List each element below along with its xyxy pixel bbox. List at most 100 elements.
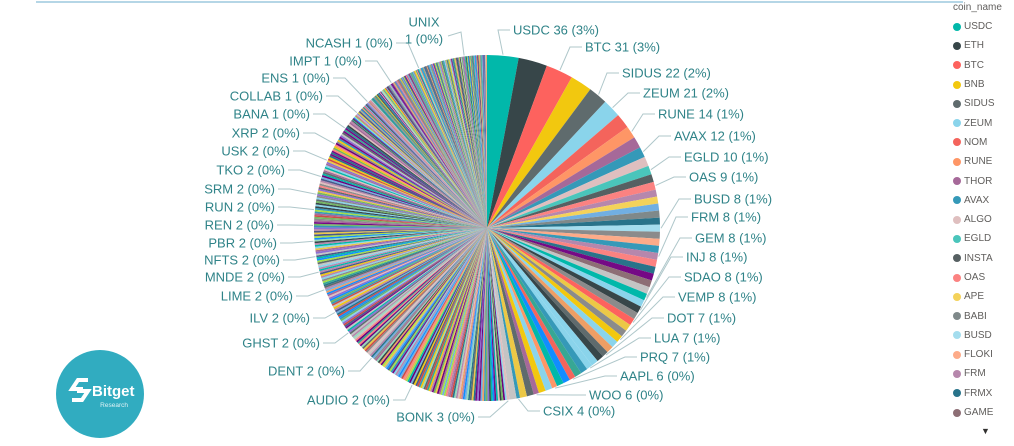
pie-slice[interactable] xyxy=(449,58,487,228)
pie-slice[interactable] xyxy=(399,228,487,379)
pie-slice[interactable] xyxy=(413,71,487,228)
pie-slice[interactable] xyxy=(397,79,487,228)
pie-slice[interactable] xyxy=(353,117,487,228)
pie-slice[interactable] xyxy=(314,216,487,228)
pie-slice[interactable] xyxy=(487,228,627,337)
pie-slice-eth[interactable] xyxy=(487,57,547,229)
pie-slice[interactable] xyxy=(428,228,487,392)
pie-slice[interactable] xyxy=(431,228,487,393)
pie-slice[interactable] xyxy=(372,228,487,359)
legend-item-algo[interactable]: ALGO xyxy=(953,210,1013,229)
pie-slice[interactable] xyxy=(325,228,487,292)
pie-slice-bnb[interactable] xyxy=(487,77,591,228)
pie-slice[interactable] xyxy=(410,228,487,384)
pie-slice-nom[interactable] xyxy=(487,115,628,228)
pie-slice[interactable] xyxy=(350,120,487,228)
pie-slice[interactable] xyxy=(331,150,487,228)
pie-slice[interactable] xyxy=(356,228,487,343)
pie-slice[interactable] xyxy=(314,222,487,228)
pie-slice[interactable] xyxy=(487,228,660,253)
pie-slice[interactable] xyxy=(329,228,487,302)
pie-slice[interactable] xyxy=(335,142,487,228)
pie-slice[interactable] xyxy=(464,228,487,400)
pie-slice-woo[interactable] xyxy=(487,228,539,395)
pie-slice[interactable] xyxy=(465,56,487,229)
pie-slice[interactable] xyxy=(328,156,487,228)
legend-item-ape[interactable]: APE xyxy=(953,287,1013,306)
pie-slice[interactable] xyxy=(378,92,487,229)
pie-slice[interactable] xyxy=(487,228,502,401)
pie-slice[interactable] xyxy=(420,67,487,228)
pie-slice[interactable] xyxy=(419,68,487,229)
pie-slice[interactable] xyxy=(318,228,487,270)
pie-slice[interactable] xyxy=(364,105,487,228)
pie-slice[interactable] xyxy=(341,228,487,323)
pie-slice[interactable] xyxy=(338,228,487,319)
pie-slice[interactable] xyxy=(423,228,487,390)
pie-slice-babi[interactable] xyxy=(487,210,660,228)
pie-slice[interactable] xyxy=(417,69,487,228)
pie-slice[interactable] xyxy=(471,55,487,228)
pie-slice[interactable] xyxy=(399,78,487,228)
pie-slice[interactable] xyxy=(339,136,487,228)
pie-slice[interactable] xyxy=(455,57,487,228)
pie-slice[interactable] xyxy=(316,197,487,228)
pie-slice-lua[interactable] xyxy=(487,228,593,370)
pie-slice[interactable] xyxy=(414,70,487,228)
pie-slice[interactable] xyxy=(476,55,487,228)
pie-slice[interactable] xyxy=(396,228,488,377)
pie-slice[interactable] xyxy=(343,130,487,228)
pie-slice[interactable] xyxy=(487,228,645,307)
pie-slice[interactable] xyxy=(324,168,487,228)
pie-slice[interactable] xyxy=(406,74,487,228)
pie-slice[interactable] xyxy=(333,145,487,228)
pie-slice[interactable] xyxy=(433,63,487,228)
pie-slice[interactable] xyxy=(487,228,490,401)
pie-slice[interactable] xyxy=(476,228,487,401)
pie-slice[interactable] xyxy=(487,228,613,353)
pie-slice[interactable] xyxy=(432,63,487,229)
pie-slice[interactable] xyxy=(334,228,487,311)
pie-slice[interactable] xyxy=(455,228,487,399)
pie-slice[interactable] xyxy=(317,190,487,228)
pie-slice[interactable] xyxy=(322,173,487,228)
pie-slice[interactable] xyxy=(353,228,487,340)
pie-slice[interactable] xyxy=(464,56,487,228)
pie-slice[interactable] xyxy=(358,111,487,228)
pie-slice[interactable] xyxy=(394,81,487,228)
pie-slice[interactable] xyxy=(328,228,487,298)
legend-item-avax[interactable]: AVAX xyxy=(953,191,1013,210)
pie-slice[interactable] xyxy=(420,228,487,389)
pie-slice[interactable] xyxy=(418,68,487,229)
pie-slice[interactable] xyxy=(337,139,487,228)
pie-slice[interactable] xyxy=(452,58,487,229)
legend-item-rune[interactable]: RUNE xyxy=(953,152,1013,171)
pie-slice[interactable] xyxy=(487,228,517,400)
pie-slice[interactable] xyxy=(314,228,487,237)
pie-slice[interactable] xyxy=(361,107,487,228)
pie-slice[interactable] xyxy=(392,82,487,229)
pie-slice[interactable] xyxy=(330,228,487,303)
pie-slice[interactable] xyxy=(487,228,650,294)
pie-slice[interactable] xyxy=(404,228,487,381)
pie-slice[interactable] xyxy=(336,141,487,228)
pie-slice[interactable] xyxy=(438,61,487,228)
pie-slice[interactable] xyxy=(443,228,487,396)
pie-slice[interactable] xyxy=(370,99,487,228)
pie-slice[interactable] xyxy=(448,228,487,398)
pie-slice[interactable] xyxy=(369,228,487,357)
pie-slice[interactable] xyxy=(389,84,487,228)
pie-slice[interactable] xyxy=(387,228,487,371)
pie-slice[interactable] xyxy=(317,228,487,266)
pie-slice[interactable] xyxy=(384,228,487,369)
pie-slice[interactable] xyxy=(484,55,487,229)
pie-slice[interactable] xyxy=(487,228,534,397)
legend-item-zeum[interactable]: ZEUM xyxy=(953,113,1013,132)
pie-slice[interactable] xyxy=(445,59,487,228)
pie-slice[interactable] xyxy=(481,55,487,229)
pie-slice[interactable] xyxy=(377,228,487,364)
pie-slice[interactable] xyxy=(411,71,487,228)
pie-slice[interactable] xyxy=(375,95,487,228)
pie-slice[interactable] xyxy=(319,183,487,228)
pie-slice[interactable] xyxy=(320,228,487,277)
